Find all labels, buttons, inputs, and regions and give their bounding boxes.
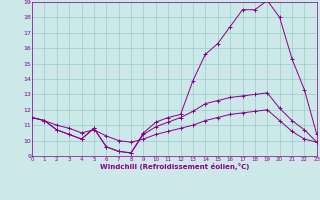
X-axis label: Windchill (Refroidissement éolien,°C): Windchill (Refroidissement éolien,°C) [100, 163, 249, 170]
